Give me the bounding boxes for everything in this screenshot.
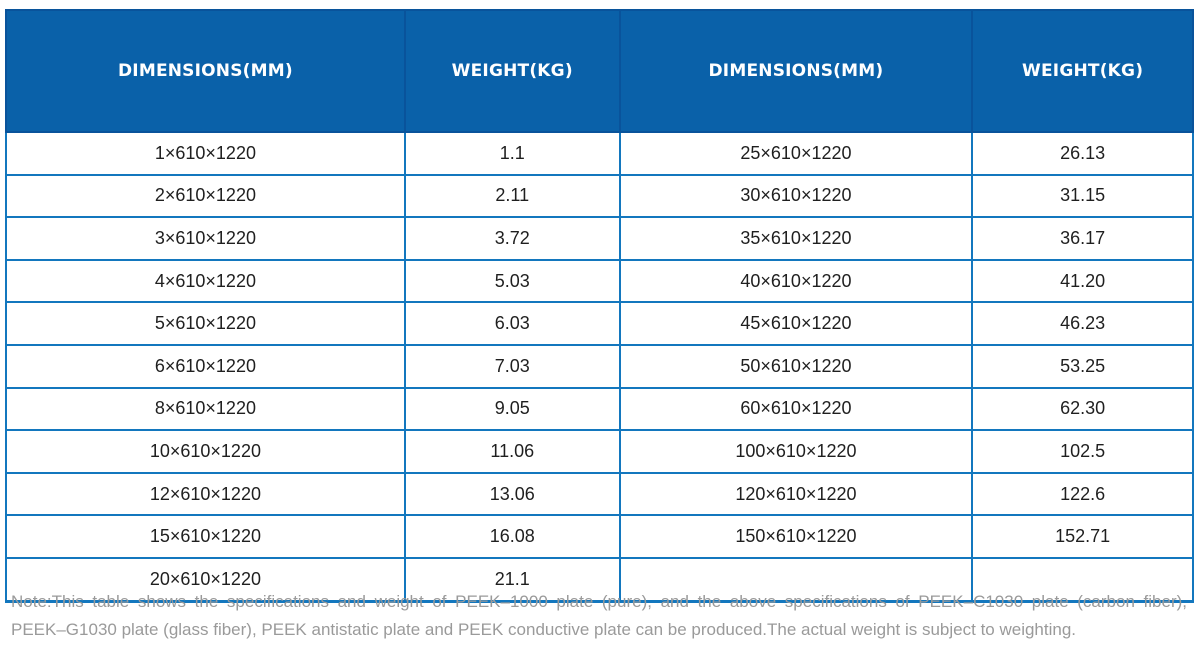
table-row: 12×610×1220 13.06 120×610×1220 122.6 <box>5 471 1194 517</box>
dimensions-cell: 45×610×1220 <box>618 301 974 346</box>
weight-cell: 6.03 <box>403 301 621 346</box>
dimensions-cell: 8×610×1220 <box>5 386 406 432</box>
weight-cell: 152.71 <box>971 514 1194 559</box>
header-dimensions-right: DIMENSIONS(MM) <box>618 9 974 133</box>
note-line-2: PEEK–G1030 plate (glass fiber), PEEK ant… <box>11 620 1077 639</box>
table-row: 2×610×1220 2.11 30×610×1220 31.15 <box>5 173 1194 219</box>
weight-cell: 3.72 <box>403 216 621 261</box>
header-row: DIMENSIONS(MM) WEIGHT(KG) DIMENSIONS(MM)… <box>5 9 1194 133</box>
table-row: 8×610×1220 9.05 60×610×1220 62.30 <box>5 386 1194 432</box>
weight-cell: 122.6 <box>971 471 1194 517</box>
table-row: 3×610×1220 3.72 35×610×1220 36.17 <box>5 216 1194 261</box>
table-body: 1×610×1220 1.1 25×610×1220 26.13 2×610×1220 2… <box>5 131 1194 603</box>
table-row: 10×610×1220 11.06 100×610×1220 102.5 <box>5 429 1194 474</box>
table-row: 20×610×1220 21.1 <box>5 556 1194 603</box>
dimensions-cell: 2×610×1220 <box>5 173 406 219</box>
dimensions-cell: 150×610×1220 <box>618 514 974 559</box>
header-dimensions-left: DIMENSIONS(MM) <box>5 9 406 133</box>
dimensions-cell: 40×610×1220 <box>618 258 974 304</box>
header-weight-left: WEIGHT(KG) <box>403 9 621 133</box>
dimensions-cell: 5×610×1220 <box>5 301 406 346</box>
dimensions-cell: 120×610×1220 <box>618 471 974 517</box>
dimensions-cell: 10×610×1220 <box>5 429 406 474</box>
note: Note:This table shows the specifications… <box>11 588 1187 644</box>
weight-cell: 11.06 <box>403 429 621 474</box>
dimensions-cell: 1×610×1220 <box>5 131 406 176</box>
table-row: 1×610×1220 1.1 25×610×1220 26.13 <box>5 131 1194 176</box>
weight-cell: 9.05 <box>403 386 621 432</box>
weight-cell: 1.1 <box>403 131 621 176</box>
dimensions-cell: 20×610×1220 <box>5 556 406 603</box>
weight-cell: 31.15 <box>971 173 1194 219</box>
weight-cell: 26.13 <box>971 131 1194 176</box>
dimensions-cell: 100×610×1220 <box>618 429 974 474</box>
weight-cell: 53.25 <box>971 343 1194 389</box>
dimensions-cell: 25×610×1220 <box>618 131 974 176</box>
header-weight-right: WEIGHT(KG) <box>971 9 1194 133</box>
dimensions-cell: 12×610×1220 <box>5 471 406 517</box>
weight-cell: 2.11 <box>403 173 621 219</box>
weight-cell: 16.08 <box>403 514 621 559</box>
dimensions-cell: 35×610×1220 <box>618 216 974 261</box>
table-row: 4×610×1220 5.03 40×610×1220 41.20 <box>5 258 1194 304</box>
weight-cell: 7.03 <box>403 343 621 389</box>
table-row: 15×610×1220 16.08 150×610×1220 152.71 <box>5 514 1194 559</box>
dimensions-cell: 60×610×1220 <box>618 386 974 432</box>
table-row: 5×610×1220 6.03 45×610×1220 46.23 <box>5 301 1194 346</box>
dimensions-cell: 3×610×1220 <box>5 216 406 261</box>
dimensions-cell: 30×610×1220 <box>618 173 974 219</box>
dimensions-cell: 15×610×1220 <box>5 514 406 559</box>
weight-cell: 13.06 <box>403 471 621 517</box>
dimensions-cell: 4×610×1220 <box>5 258 406 304</box>
dimensions-cell: 6×610×1220 <box>5 343 406 389</box>
weight-cell: 46.23 <box>971 301 1194 346</box>
weight-cell <box>971 556 1194 603</box>
weight-cell: 102.5 <box>971 429 1194 474</box>
weight-cell: 62.30 <box>971 386 1194 432</box>
table-row: 6×610×1220 7.03 50×610×1220 53.25 <box>5 343 1194 389</box>
weight-cell: 36.17 <box>971 216 1194 261</box>
dimensions-cell <box>618 556 974 603</box>
weight-cell: 41.20 <box>971 258 1194 304</box>
weight-cell: 5.03 <box>403 258 621 304</box>
dimensions-cell: 50×610×1220 <box>618 343 974 389</box>
note-line-1: Note:This table shows the specifications… <box>11 592 1187 611</box>
weight-cell: 21.1 <box>403 556 621 603</box>
spec-table: DIMENSIONS(MM) WEIGHT(KG) DIMENSIONS(MM)… <box>5 9 1194 603</box>
